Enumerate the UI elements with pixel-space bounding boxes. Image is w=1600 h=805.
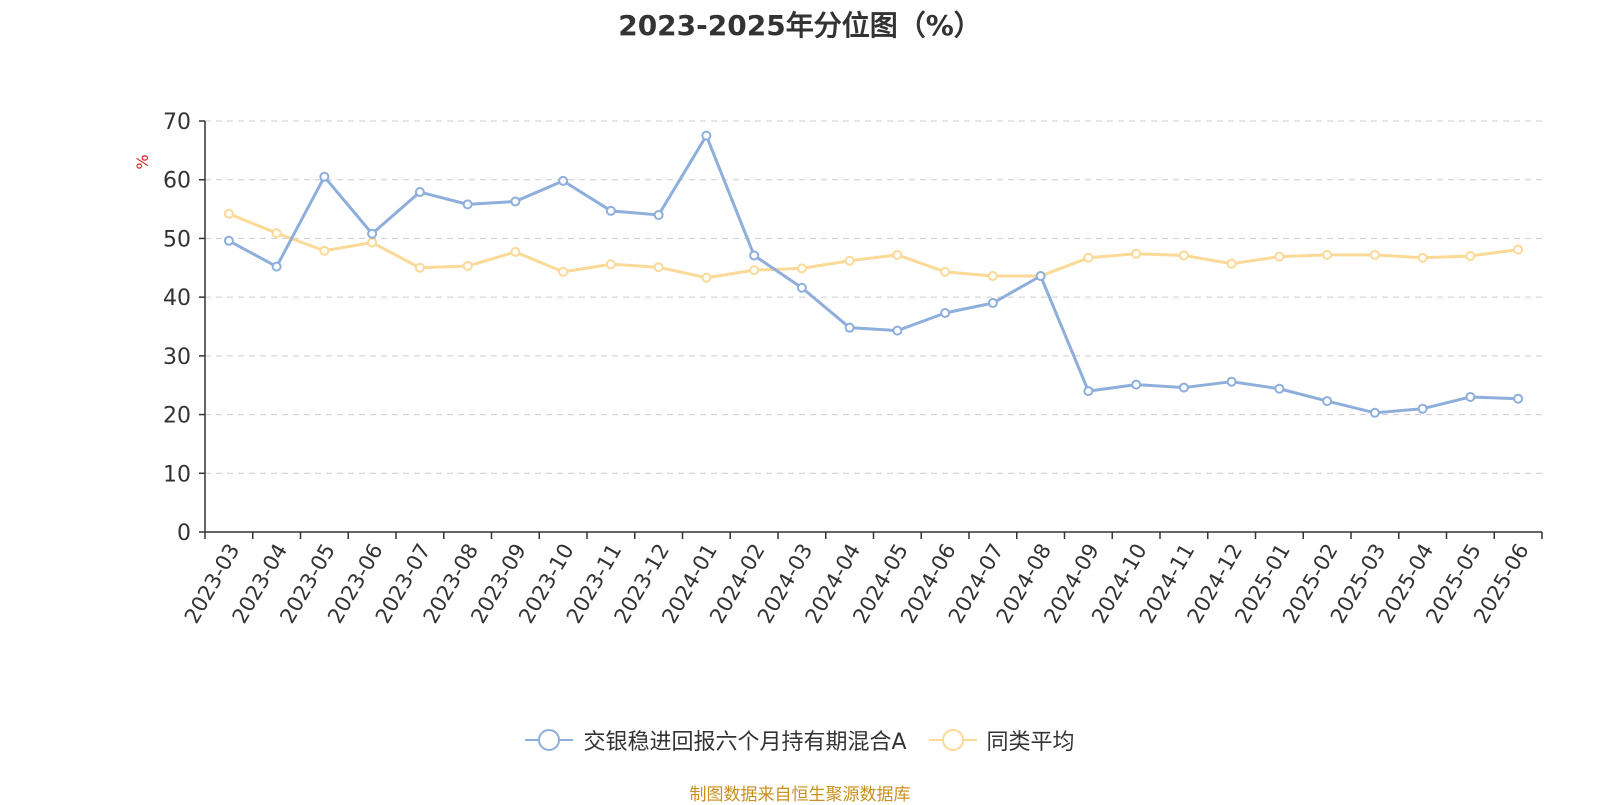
data-point-series-1[interactable] bbox=[1513, 393, 1524, 404]
data-point-series-2[interactable] bbox=[1178, 250, 1189, 261]
data-point-series-1[interactable] bbox=[367, 228, 378, 239]
data-point-series-1[interactable] bbox=[701, 130, 712, 141]
y-tick-label: 10 bbox=[163, 462, 191, 487]
y-tick-label: 50 bbox=[163, 227, 191, 252]
data-point-series-2[interactable] bbox=[796, 263, 807, 274]
data-point-series-2[interactable] bbox=[271, 228, 282, 239]
data-point-series-2[interactable] bbox=[1274, 251, 1285, 262]
data-point-series-1[interactable] bbox=[653, 209, 664, 220]
data-point-series-2[interactable] bbox=[1369, 249, 1380, 260]
data-point-series-1[interactable] bbox=[1131, 379, 1142, 390]
data-point-series-2[interactable] bbox=[1465, 251, 1476, 262]
y-tick-label: 20 bbox=[163, 404, 191, 429]
data-point-series-1[interactable] bbox=[510, 196, 521, 207]
data-point-series-2[interactable] bbox=[462, 261, 473, 272]
data-point-series-1[interactable] bbox=[319, 171, 330, 182]
data-point-series-2[interactable] bbox=[1226, 258, 1237, 269]
y-tick-label: 60 bbox=[163, 169, 191, 194]
legend-label-series-1: 交银稳进回报六个月持有期混合A bbox=[583, 730, 907, 755]
data-point-series-1[interactable] bbox=[414, 187, 425, 198]
data-point-series-2[interactable] bbox=[1513, 244, 1524, 255]
data-point-series-1[interactable] bbox=[1226, 376, 1237, 387]
data-point-series-1[interactable] bbox=[1322, 396, 1333, 407]
chart-title: 2023-2025年分位图（%） bbox=[618, 9, 982, 42]
data-point-series-2[interactable] bbox=[223, 208, 234, 219]
legend-item-series-1[interactable]: 交银稳进回报六个月持有期混合A bbox=[525, 724, 907, 756]
data-point-series-1[interactable] bbox=[558, 175, 569, 186]
data-point-series-1[interactable] bbox=[1083, 386, 1094, 397]
y-tick-label: 0 bbox=[177, 521, 191, 546]
x-axis: 2023-032023-042023-052023-062023-072023-… bbox=[180, 531, 1543, 627]
data-point-series-1[interactable] bbox=[987, 298, 998, 309]
legend-marker-series-1-icon bbox=[525, 729, 574, 751]
data-point-series-2[interactable] bbox=[605, 259, 616, 270]
data-point-series-1[interactable] bbox=[749, 250, 760, 261]
data-point-series-2[interactable] bbox=[1131, 248, 1142, 259]
data-point-series-1[interactable] bbox=[1369, 407, 1380, 418]
data-point-series-2[interactable] bbox=[1322, 249, 1333, 260]
legend-item-series-2[interactable]: 同类平均 bbox=[928, 724, 1075, 756]
legend-marker-series-2-icon bbox=[928, 729, 977, 751]
data-point-series-2[interactable] bbox=[319, 245, 330, 256]
data-point-series-1[interactable] bbox=[223, 235, 234, 246]
data-point-series-2[interactable] bbox=[414, 262, 425, 273]
data-point-series-2[interactable] bbox=[987, 271, 998, 282]
data-point-series-1[interactable] bbox=[796, 282, 807, 293]
data-point-series-1[interactable] bbox=[940, 307, 951, 318]
grid-lines bbox=[205, 120, 1542, 474]
data-point-series-2[interactable] bbox=[940, 266, 951, 277]
data-point-series-2[interactable] bbox=[1417, 252, 1428, 263]
legend: 交银稳进回报六个月持有期混合A 同类平均 bbox=[0, 724, 1600, 756]
data-point-series-1[interactable] bbox=[1417, 403, 1428, 414]
y-tick-label: 30 bbox=[163, 345, 191, 370]
data-point-series-2[interactable] bbox=[558, 266, 569, 277]
y-axis: 0 10 20 30 40 50 60 70 bbox=[163, 110, 206, 546]
source-note: 制图数据来自恒生聚源数据库 bbox=[689, 785, 911, 805]
data-point-series-1[interactable] bbox=[271, 261, 282, 272]
data-point-series-1[interactable] bbox=[1035, 271, 1046, 282]
data-point-series-1[interactable] bbox=[892, 325, 903, 336]
data-point-series-1[interactable] bbox=[1274, 383, 1285, 394]
y-axis-label: % bbox=[133, 154, 152, 169]
data-point-series-1[interactable] bbox=[605, 205, 616, 216]
data-point-series-1[interactable] bbox=[462, 199, 473, 210]
data-point-series-2[interactable] bbox=[510, 246, 521, 257]
data-point-series-2[interactable] bbox=[701, 272, 712, 283]
data-point-series-2[interactable] bbox=[892, 249, 903, 260]
legend-label-series-2: 同类平均 bbox=[986, 730, 1075, 755]
series-layer bbox=[223, 130, 1524, 418]
data-point-series-2[interactable] bbox=[844, 255, 855, 266]
series-line-2 bbox=[228, 212, 1519, 280]
data-point-series-2[interactable] bbox=[653, 262, 664, 273]
y-tick-label: 40 bbox=[163, 286, 191, 311]
series-line-1 bbox=[228, 134, 1519, 415]
data-point-series-2[interactable] bbox=[749, 265, 760, 276]
y-tick-label: 70 bbox=[163, 110, 191, 135]
data-point-series-1[interactable] bbox=[844, 322, 855, 333]
data-point-series-1[interactable] bbox=[1465, 391, 1476, 402]
data-point-series-2[interactable] bbox=[1083, 252, 1094, 263]
data-point-series-2[interactable] bbox=[367, 237, 378, 248]
data-point-series-1[interactable] bbox=[1178, 382, 1189, 393]
